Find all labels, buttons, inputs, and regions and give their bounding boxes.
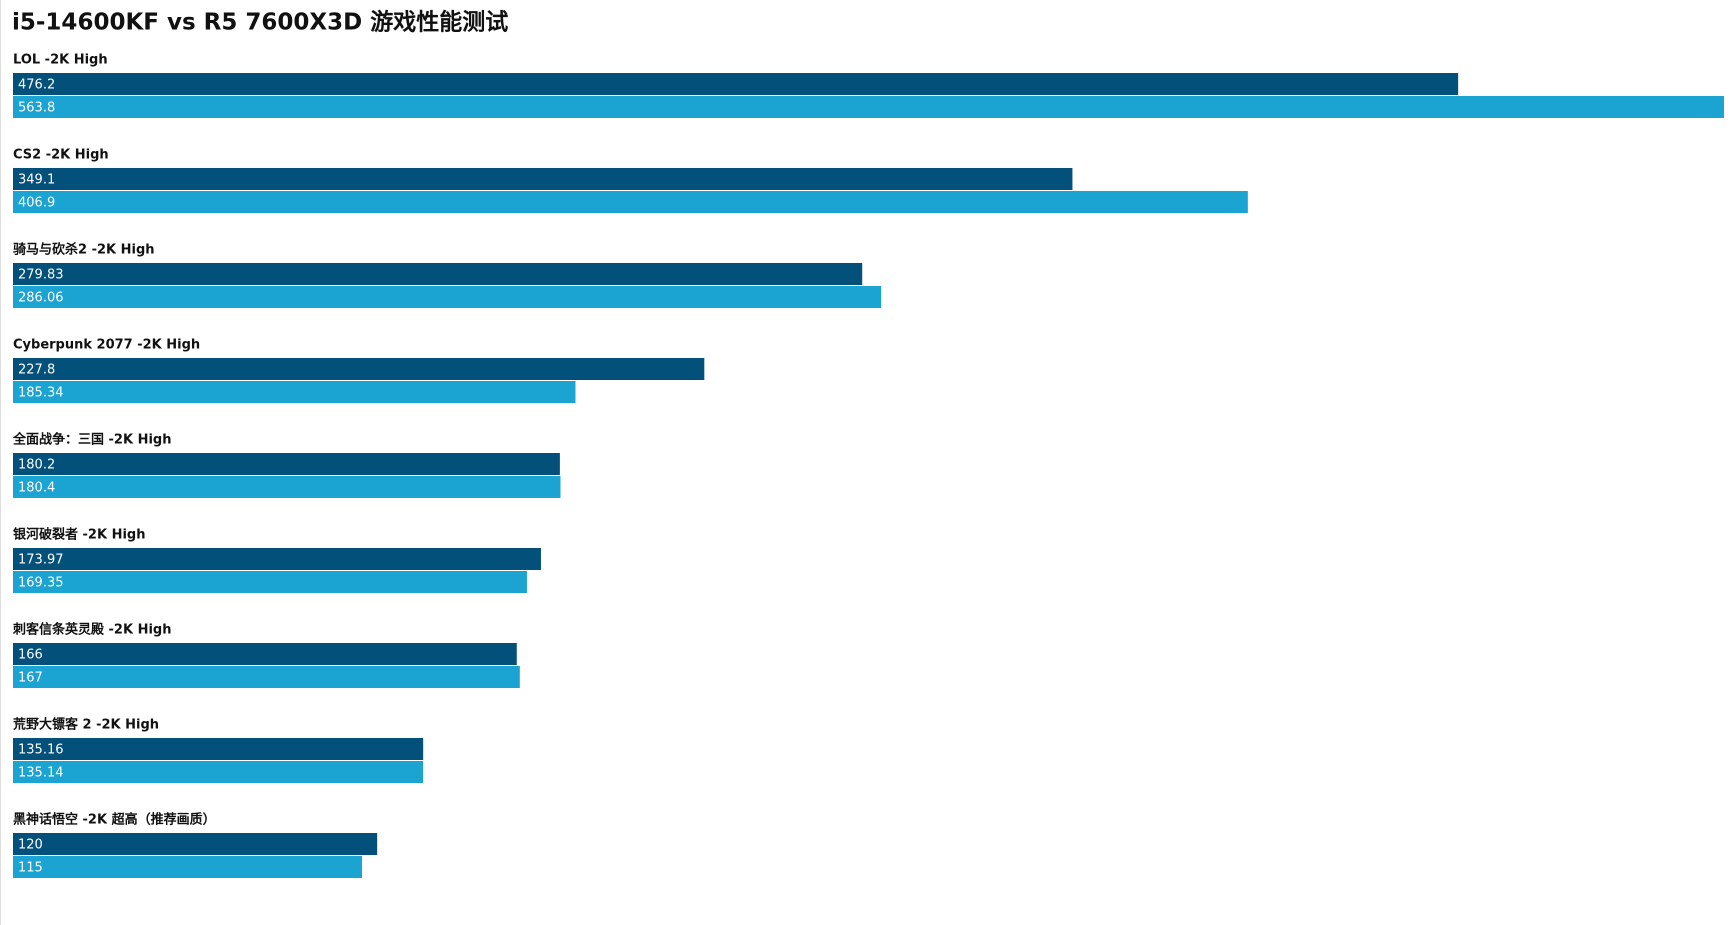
value-label: 286.06: [18, 291, 64, 306]
value-label: 406.9: [18, 196, 55, 211]
value-label: 169.35: [18, 576, 64, 591]
category-label: 骑马与砍杀2 -2K High: [13, 242, 155, 258]
value-label: 476.2: [18, 78, 55, 93]
value-label: 115: [18, 861, 43, 876]
bar: [13, 833, 378, 855]
value-label: 349.1: [18, 173, 55, 188]
bar: [13, 761, 424, 783]
bar: [13, 548, 541, 570]
value-label: 135.14: [18, 766, 64, 781]
bar: [13, 571, 527, 593]
bar: [13, 738, 424, 760]
value-label: 563.8: [18, 101, 55, 116]
bar: [13, 643, 517, 665]
bar: [13, 381, 576, 403]
category-label: 荒野大镖客 2 -2K High: [12, 717, 159, 733]
value-label: 166: [18, 648, 43, 663]
value-label: 135.16: [18, 743, 64, 758]
bar: [13, 168, 1073, 190]
category-label: LOL -2K High: [13, 53, 108, 68]
bar: [13, 263, 863, 285]
value-label: 227.8: [18, 363, 55, 378]
value-label: 120: [18, 838, 43, 853]
category-label: 刺客信条英灵殿 -2K High: [13, 622, 171, 638]
value-label: 167: [18, 671, 43, 686]
category-label: 全面战争：三国 -2K High: [12, 432, 171, 448]
category-label: Cyberpunk 2077 -2K High: [13, 338, 200, 353]
bar: [13, 453, 560, 475]
category-label: 银河破裂者 -2K High: [13, 527, 145, 543]
bar: [13, 96, 1724, 118]
category-label: CS2 -2K High: [13, 148, 109, 163]
category-label: 黑神话悟空 -2K 超高（推荐画质）: [13, 812, 216, 828]
bar: [13, 191, 1248, 213]
value-label: 279.83: [18, 268, 64, 283]
bar: [13, 286, 882, 308]
value-label: 180.4: [18, 481, 55, 496]
bar: [13, 358, 705, 380]
value-label: 173.97: [18, 553, 64, 568]
value-label: 180.2: [18, 458, 55, 473]
value-label: 185.34: [18, 386, 64, 401]
bar: [13, 73, 1459, 95]
chart-title: i5-14600KF vs R5 7600X3D 游戏性能测试: [12, 9, 508, 36]
bar: [13, 666, 520, 688]
bar: [13, 476, 561, 498]
bar: [13, 856, 362, 878]
